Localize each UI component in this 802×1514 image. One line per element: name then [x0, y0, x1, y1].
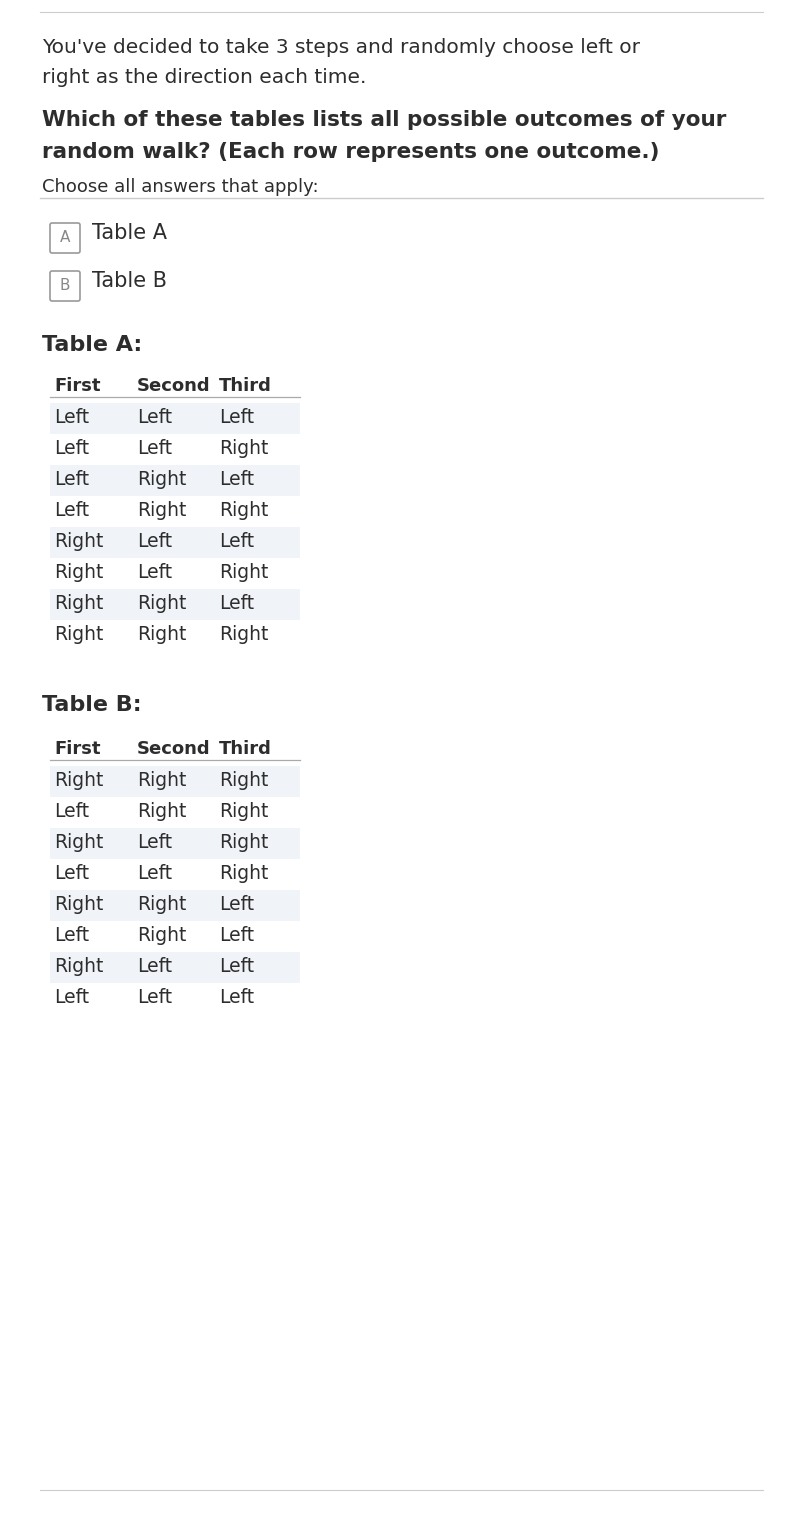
Text: Third: Third — [219, 377, 272, 395]
Text: Table B: Table B — [92, 271, 167, 291]
Text: B: B — [59, 279, 70, 294]
Text: Left: Left — [219, 957, 253, 977]
Text: Left: Left — [219, 895, 253, 914]
Text: Left: Left — [137, 563, 172, 581]
Text: Left: Left — [137, 989, 172, 1007]
Text: Second: Second — [137, 377, 210, 395]
Text: Right: Right — [219, 802, 268, 821]
Text: Right: Right — [219, 563, 268, 581]
Text: Left: Left — [137, 407, 172, 427]
Bar — [50, 952, 300, 983]
Text: Left: Left — [54, 469, 89, 489]
Text: Right: Right — [137, 927, 186, 945]
Text: Right: Right — [219, 833, 268, 852]
Text: Left: Left — [137, 531, 172, 551]
Text: Left: Left — [219, 469, 253, 489]
Bar — [50, 465, 300, 497]
Text: Right: Right — [219, 439, 268, 459]
Text: Right: Right — [54, 771, 103, 790]
FancyBboxPatch shape — [50, 223, 80, 253]
Text: Right: Right — [54, 957, 103, 977]
Text: Left: Left — [219, 531, 253, 551]
Text: Right: Right — [54, 895, 103, 914]
Text: Third: Third — [219, 740, 272, 759]
Text: Right: Right — [54, 593, 103, 613]
Text: Left: Left — [219, 989, 253, 1007]
Text: Table B:: Table B: — [42, 695, 141, 715]
Bar — [50, 828, 300, 858]
Text: Right: Right — [219, 501, 268, 519]
Text: First: First — [54, 740, 100, 759]
Text: Right: Right — [219, 625, 268, 643]
Text: Left: Left — [137, 833, 172, 852]
Text: Left: Left — [54, 989, 89, 1007]
Text: random walk? (Each row represents one outcome.): random walk? (Each row represents one ou… — [42, 142, 658, 162]
Text: Left: Left — [219, 593, 253, 613]
Text: Left: Left — [219, 407, 253, 427]
FancyBboxPatch shape — [50, 271, 80, 301]
Text: Table A:: Table A: — [42, 335, 142, 354]
Text: Choose all answers that apply:: Choose all answers that apply: — [42, 179, 318, 195]
Text: Right: Right — [54, 563, 103, 581]
Text: A: A — [59, 230, 70, 245]
Text: Left: Left — [54, 927, 89, 945]
Text: Right: Right — [137, 625, 186, 643]
Text: Right: Right — [219, 864, 268, 883]
Text: Left: Left — [54, 439, 89, 459]
Bar — [50, 766, 300, 796]
Text: Right: Right — [54, 833, 103, 852]
Text: right as the direction each time.: right as the direction each time. — [42, 68, 366, 86]
Bar — [50, 589, 300, 621]
Text: Which of these tables lists all possible outcomes of your: Which of these tables lists all possible… — [42, 111, 726, 130]
Text: Left: Left — [54, 501, 89, 519]
Text: First: First — [54, 377, 100, 395]
Text: You've decided to take 3 steps and randomly choose left or: You've decided to take 3 steps and rando… — [42, 38, 639, 58]
Text: Left: Left — [137, 957, 172, 977]
Bar — [50, 890, 300, 921]
Text: Right: Right — [54, 531, 103, 551]
Text: Table A: Table A — [92, 223, 167, 244]
Text: Left: Left — [219, 927, 253, 945]
Text: Left: Left — [137, 439, 172, 459]
Bar — [50, 527, 300, 559]
Text: Left: Left — [54, 407, 89, 427]
Text: Right: Right — [219, 771, 268, 790]
Text: Left: Left — [54, 864, 89, 883]
Text: Right: Right — [137, 501, 186, 519]
Text: Right: Right — [137, 802, 186, 821]
Text: Second: Second — [137, 740, 210, 759]
Text: Right: Right — [137, 771, 186, 790]
Text: Right: Right — [137, 895, 186, 914]
Text: Right: Right — [137, 593, 186, 613]
Text: Right: Right — [54, 625, 103, 643]
Bar — [50, 403, 300, 435]
Text: Left: Left — [54, 802, 89, 821]
Text: Right: Right — [137, 469, 186, 489]
Text: Left: Left — [137, 864, 172, 883]
